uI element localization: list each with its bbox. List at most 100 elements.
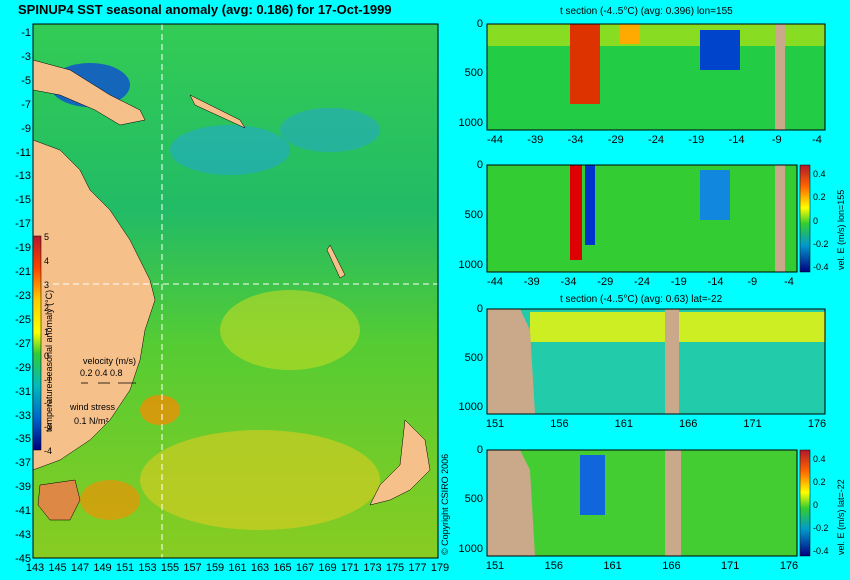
lon-tick-label: 167 [295,562,315,574]
sst-colorbar-tick: 5 [44,232,50,242]
lon-tick-label: 177 [408,562,427,574]
panel-x-tick: -44 [487,276,503,288]
lon-tick-label: 145 [48,562,67,574]
lat-tick-label: -37 [15,457,31,470]
panel-x-tick: 151 [485,418,505,430]
lat-tick-label: -29 [15,361,31,374]
panel-x-tick: 166 [679,418,698,430]
lat-tick-label: -21 [15,266,31,279]
panel-x-tick: 161 [603,560,622,572]
section-panel-3 [486,308,826,415]
velocity-colorbar-tick: 0.2 [813,477,826,487]
lat-tick-label: -45 [15,553,31,565]
lon-tick-label: 163 [250,562,270,574]
velocity-colorbar-tick: 0 [813,215,819,226]
cool-anomaly-patch [280,108,380,152]
new-caledonia-land [326,244,346,279]
warm-anomaly-patch [140,430,380,530]
sst-colorbar-tick: -1 [44,374,53,385]
velocity-colorbar-tick: -0.2 [813,238,829,249]
velocity-colorbar-tick: 0.4 [813,169,826,179]
lat-tick-label: -15 [15,194,31,207]
lat-tick-label: -25 [15,313,31,326]
lat-tick-label: -23 [15,290,31,302]
panel-x-tick: -29 [607,134,624,146]
panel-x-tick: -29 [597,276,614,288]
panel-y-tick: 0 [476,444,483,456]
new-zealand-land [369,419,431,506]
panel-x-tick: -39 [527,134,544,146]
velocity-colorbar-tick: -0.2 [813,523,829,533]
panel-y-tick: 500 [464,67,483,80]
panel-x-tick: 171 [743,418,762,430]
lon-tick-label: 149 [93,562,112,574]
lat-tick-label: -35 [15,433,31,446]
panel-x-tick: 171 [721,560,740,572]
copyright-text: © Copyright CSIRO 2006 [440,453,450,555]
velocity-colorbar [799,449,811,557]
lon-tick-label: 155 [160,562,180,574]
lat-tick-label: -39 [15,481,31,494]
warm-anomaly-patch [140,395,180,425]
australia-land [32,139,156,471]
lat-tick-label: -43 [15,529,31,542]
panel-x-tick: 156 [544,560,563,572]
sst-colorbar-label: temperature seasonal anomaly (°C) [44,289,54,432]
panel-y-tick: 1000 [458,542,483,555]
velocity-legend-label: velocity (m/s) [83,356,137,366]
lat-tick-label: -17 [15,218,31,231]
panel-x-tick: -44 [487,134,503,146]
lat-tick-label: -31 [15,385,31,398]
panel-y-tick: 1000 [458,116,483,129]
lon-tick-label: 159 [205,562,225,574]
section-panel-2 [486,164,811,273]
sst-colorbar-tick: -4 [44,446,53,456]
panel-x-tick: 151 [485,560,505,572]
lat-tick-label: -7 [21,98,31,111]
new-guinea-land [32,59,146,126]
panel-x-tick: -34 [567,134,584,146]
panel-y-tick: 0 [476,159,483,171]
panel-x-tick: -39 [523,276,540,288]
sst-map [32,23,439,559]
lat-tick-label: -5 [21,74,31,87]
panel-x-tick: -34 [560,276,577,288]
sst-colorbar-tick: 4 [44,255,50,266]
wind-legend-value: 0.1 N/m² [74,416,109,426]
panel-y-tick: 500 [464,493,483,506]
warm-anomaly-patch [220,290,360,370]
velocity-colorbar-tick: 0 [813,500,819,510]
panel-x-tick: 166 [662,560,681,572]
panel-y-tick: 500 [464,208,483,221]
sst-colorbar-tick: 1 [44,327,50,338]
panel-3-title: t section (-4..5°C) (avg: 0.63) lat=-22 [560,294,723,305]
panel-x-tick: -14 [728,134,745,146]
velocity-colorbar-tick: -0.4 [813,262,829,272]
sst-colorbar-tick: 3 [44,279,50,290]
velocity-colorbar-tick: -0.4 [813,546,829,556]
velocity-colorbar [799,164,811,273]
lat-tick-label: -1 [21,27,31,39]
sst-colorbar-tick: -2 [44,398,53,409]
velocity-colorbar-tick: 0.2 [813,192,826,203]
lon-tick-label: 147 [70,562,90,574]
panel-y-tick: 500 [464,351,483,364]
lon-tick-label: 165 [273,562,292,574]
panel-x-tick: -9 [747,276,758,288]
lat-tick-label: -11 [15,146,31,159]
tasmania-land [37,479,81,521]
lat-tick-label: -41 [15,505,31,518]
lon-tick-label: 151 [115,562,135,574]
lat-tick-label: -9 [21,122,31,135]
panel-y-tick: 0 [476,303,483,315]
panel-x-tick: 161 [614,418,633,430]
lon-tick-label: 161 [228,562,247,574]
panel-x-tick: -19 [688,134,705,146]
panel-x-tick: -24 [634,276,650,288]
lat-tick-label: -19 [15,242,31,255]
lon-tick-label: 153 [138,562,157,574]
sst-colorbar-tick: -3 [44,422,53,433]
cool-anomaly-patch [170,125,290,175]
lat-tick-label: -13 [15,170,31,183]
lon-tick-label: 143 [25,562,45,574]
